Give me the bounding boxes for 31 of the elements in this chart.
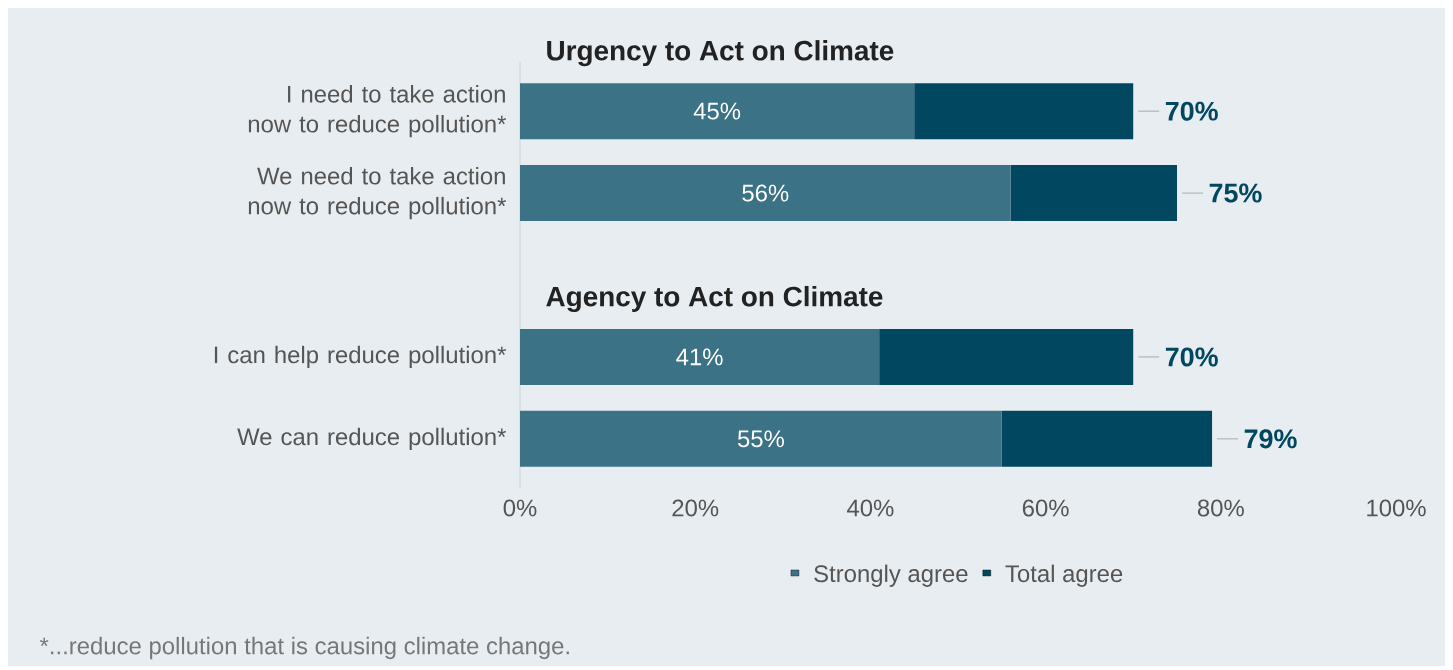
x-tick-label: 20% <box>672 499 719 517</box>
y-tick-label: I need to take action now to reduce pollution* <box>248 85 507 138</box>
x-tick-label: 40% <box>847 499 894 517</box>
annotation: Agency to Act on Climate <box>546 285 883 313</box>
total-label: 70% <box>1165 101 1218 121</box>
legend-label: Strongly agree <box>814 564 968 587</box>
bar <box>520 165 1011 222</box>
bar <box>1001 410 1213 467</box>
bar <box>879 328 1134 385</box>
data-label: 55% <box>737 430 784 448</box>
y-tick-label: I can help reduce pollution* <box>214 345 507 369</box>
data-label: 41% <box>676 348 723 366</box>
legend-label: Total agree <box>1005 564 1123 587</box>
bar <box>914 83 1134 140</box>
x-tick-label: 0% <box>503 499 537 517</box>
bar <box>520 410 1002 467</box>
x-tick-label: 80% <box>1197 499 1244 517</box>
x-tick-label: 100% <box>1367 499 1426 517</box>
annotation: Urgency to Act on Climate <box>547 40 894 67</box>
total-label: 75% <box>1209 183 1262 203</box>
y-tick-label: We need to take action now to reduce pollution* <box>248 166 507 220</box>
bar <box>520 328 880 385</box>
x-tick-label: 60% <box>1022 499 1069 517</box>
y-tick-label: We can reduce pollution* <box>237 427 507 450</box>
total-label: 79% <box>1244 429 1297 449</box>
text: *...reduce pollution that is causing climate change. <box>39 636 569 660</box>
data-label: 45% <box>693 102 741 120</box>
data-label: 56% <box>742 184 789 202</box>
bar <box>1010 165 1178 222</box>
total-label: 70% <box>1165 347 1218 367</box>
bar <box>520 83 915 140</box>
